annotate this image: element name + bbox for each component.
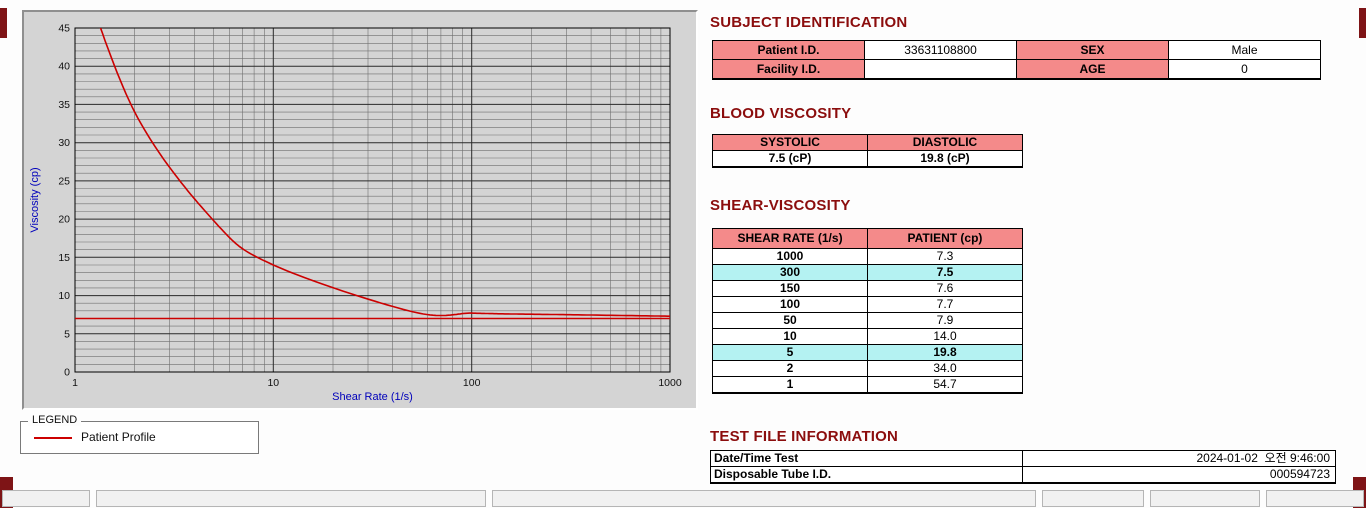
systolic-header: SYSTOLIC [712,134,868,151]
shear-viscosity-table: SHEAR RATE (1/s) PATIENT (cp) 1000 7.3 300… [712,228,1023,394]
table-cell: 7.9 [867,312,1023,329]
table-cell: 50 [712,312,868,329]
bottom-panel-fragment [2,490,90,507]
blood-viscosity-title: BLOOD VISCOSITY [710,105,852,122]
table-row: 300 7.5 [712,264,1023,281]
table-row: Disposable Tube I.D. 000594723 [710,466,1336,484]
table-cell: 5 [712,344,868,361]
table-cell: 1 [712,376,868,394]
age-label: AGE [1016,59,1169,80]
date-time-label: Date/Time Test [710,450,1023,467]
table-cell: 34.0 [867,360,1023,377]
date-time-value: 2024-01-02 오전 9:46:00 [1022,450,1336,467]
legend-line-swatch [34,437,72,439]
shear-rate-header: SHEAR RATE (1/s) [712,228,868,249]
svg-text:30: 30 [58,137,70,149]
table-row: SYSTOLIC DIASTOLIC [712,134,1023,151]
table-row: 50 7.9 [712,312,1023,329]
bottom-panel-fragment [1150,490,1260,507]
test-file-information-title: TEST FILE INFORMATION [710,428,899,445]
svg-text:10: 10 [267,377,279,389]
shear-viscosity-body: 1000 7.3 300 7.5 150 7.6 100 7.7 50 7.9 10 14.0 5 19.… [712,248,1023,394]
svg-text:10: 10 [58,290,70,302]
table-row: SHEAR RATE (1/s) PATIENT (cp) [712,228,1023,249]
sex-value: Male [1168,40,1321,60]
table-cell: 100 [712,296,868,313]
patient-id-value: 33631108800 [864,40,1017,60]
table-cell: 7.6 [867,280,1023,297]
table-row: 5 19.8 [712,344,1023,361]
bottom-panel-fragment [1266,490,1364,507]
svg-text:15: 15 [58,252,70,264]
age-value: 0 [1168,59,1321,80]
table-cell: 19.8 [867,344,1023,361]
shear-viscosity-title: SHEAR-VISCOSITY [710,197,851,214]
svg-text:0: 0 [64,367,70,379]
facility-id-label: Facility I.D. [712,59,865,80]
sex-label: SEX [1016,40,1169,60]
systolic-value: 7.5 (cP) [712,150,868,168]
svg-text:20: 20 [58,214,70,226]
table-row: Date/Time Test 2024-01-02 오전 9:46:00 [710,450,1336,467]
table-cell: 150 [712,280,868,297]
table-row: Patient I.D. 33631108800 SEX Male [712,40,1321,60]
table-cell: 300 [712,264,868,281]
tube-id-value: 000594723 [1022,466,1336,484]
table-row: 7.5 (cP) 19.8 (cP) [712,150,1023,168]
table-row: 1 54.7 [712,376,1023,394]
table-row: 2 34.0 [712,360,1023,377]
bottom-panel-fragment [96,490,486,507]
patient-header: PATIENT (cp) [867,228,1023,249]
viscosity-chart-panel: 0 5 10 15 20 25 30 35 40 45 1 10 100 1000 Shear Rate (… [22,10,698,410]
svg-text:100: 100 [463,377,481,389]
svg-text:1: 1 [72,377,78,389]
diastolic-header: DIASTOLIC [867,134,1023,151]
subject-identification-table: Patient I.D. 33631108800 SEX Male Facili… [712,40,1321,80]
table-cell: 14.0 [867,328,1023,345]
bottom-panel-fragment [492,490,1036,507]
table-cell: 54.7 [867,376,1023,394]
test-file-table: Date/Time Test 2024-01-02 오전 9:46:00 Dis… [710,450,1336,484]
window-edge-accent [1359,8,1366,38]
svg-text:1000: 1000 [658,377,682,389]
patient-id-label: Patient I.D. [712,40,865,60]
legend-item-label: Patient Profile [81,430,156,444]
table-row: Facility I.D. AGE 0 [712,59,1321,80]
svg-text:5: 5 [64,328,70,340]
window-edge-accent [0,8,7,38]
table-cell: 7.7 [867,296,1023,313]
tube-id-label: Disposable Tube I.D. [710,466,1023,484]
legend-box: LEGEND Patient Profile [20,414,259,454]
diastolic-value: 19.8 (cP) [867,150,1023,168]
facility-id-value [864,59,1017,80]
viscosity-chart: 0 5 10 15 20 25 30 35 40 45 1 10 100 1000 Shear Rate (… [24,12,696,408]
bottom-panel-fragment [1042,490,1144,507]
table-row: 100 7.7 [712,296,1023,313]
svg-text:45: 45 [58,23,70,35]
svg-text:Viscosity (cp): Viscosity (cp) [29,167,41,232]
blood-viscosity-table: SYSTOLIC DIASTOLIC 7.5 (cP) 19.8 (cP) [712,134,1023,168]
table-row: 150 7.6 [712,280,1023,297]
svg-text:25: 25 [58,175,70,187]
table-cell: 10 [712,328,868,345]
table-row: 10 14.0 [712,328,1023,345]
table-cell: 7.3 [867,248,1023,265]
table-cell: 7.5 [867,264,1023,281]
svg-text:40: 40 [58,61,70,73]
svg-text:35: 35 [58,99,70,111]
table-row: 1000 7.3 [712,248,1023,265]
subject-identification-title: SUBJECT IDENTIFICATION [710,14,908,31]
svg-text:Shear Rate (1/s): Shear Rate (1/s) [332,391,413,403]
table-cell: 1000 [712,248,868,265]
legend-title: LEGEND [28,414,82,426]
table-cell: 2 [712,360,868,377]
